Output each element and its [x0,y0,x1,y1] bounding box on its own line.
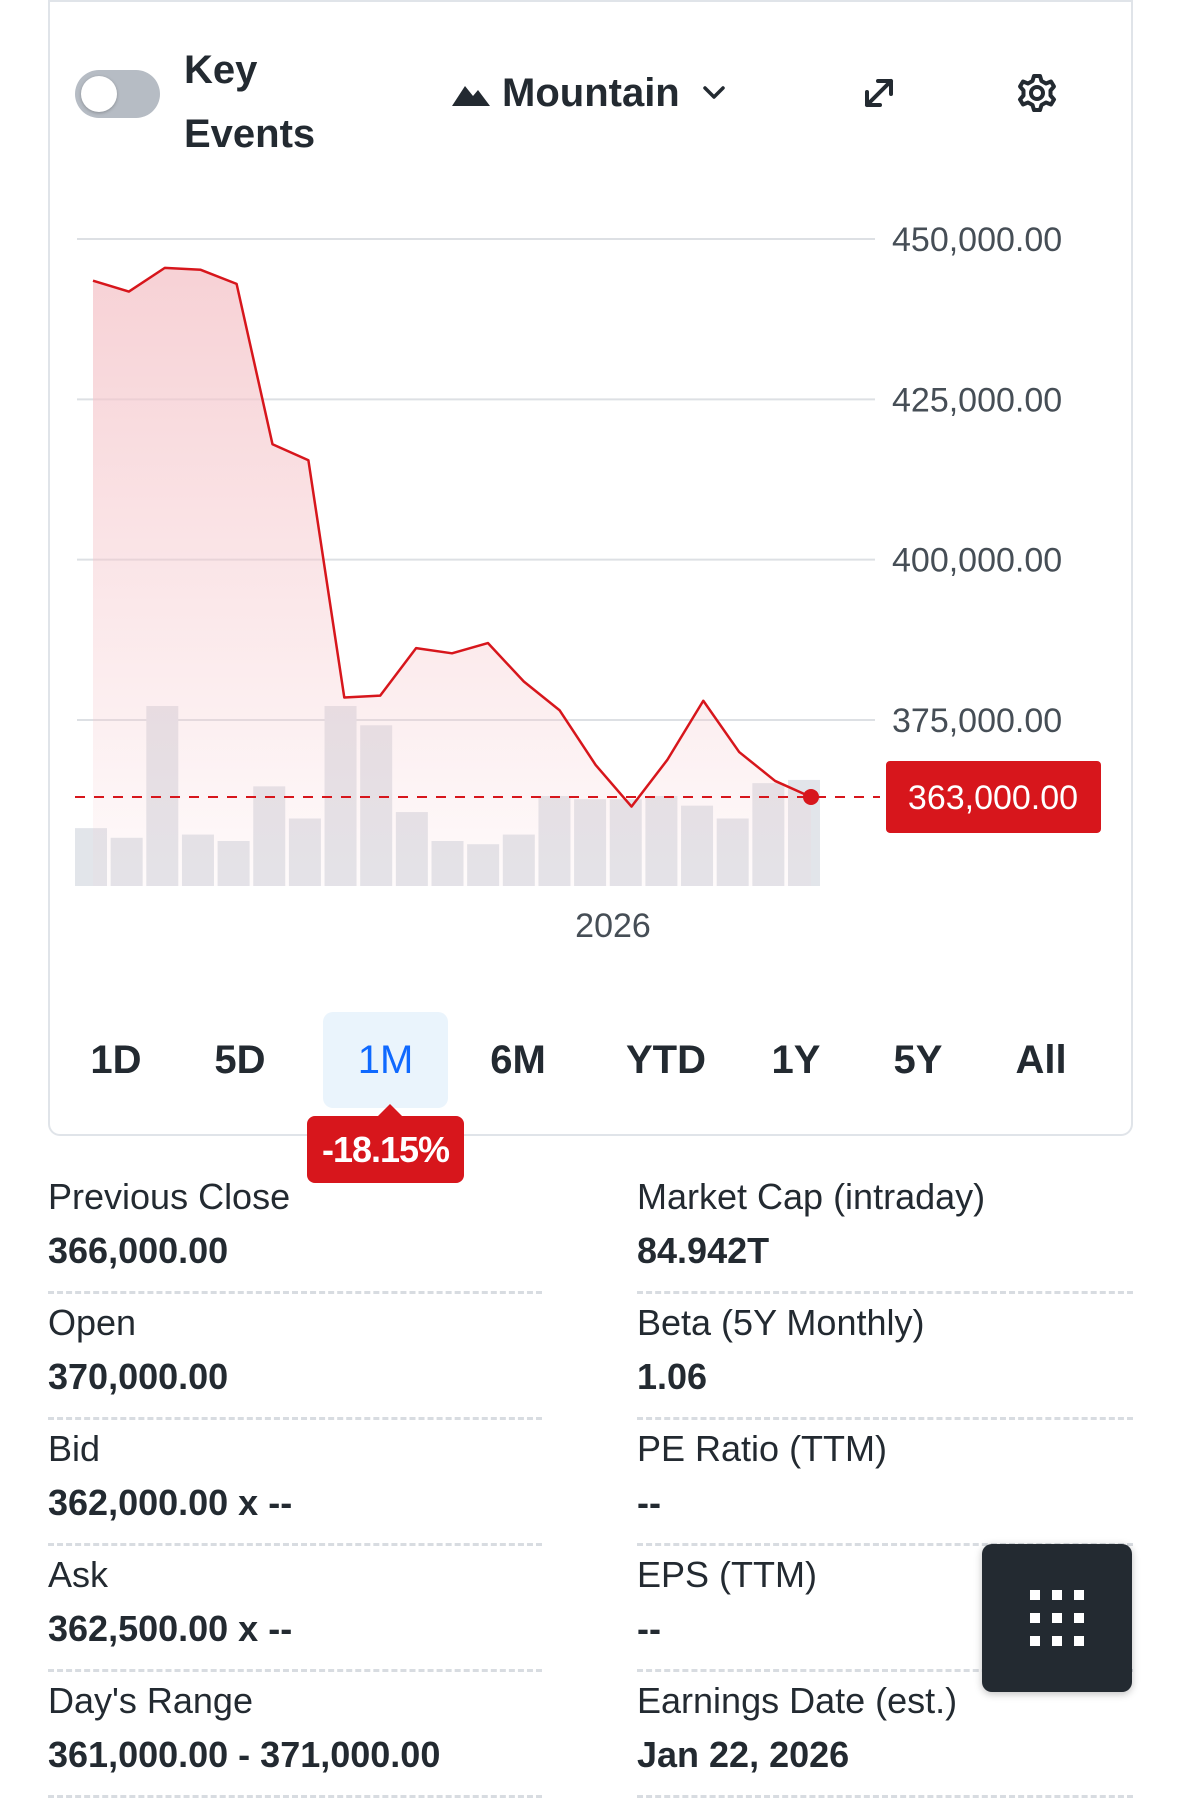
range-ytd[interactable]: YTD [626,1037,706,1082]
price-line [92,266,812,808]
chevron-down-icon [702,86,725,99]
stat-beta: Beta (5Y Monthly) 1.06 [637,1294,1133,1420]
stat-value: 362,000.00 x -- [48,1482,293,1523]
current-price-label: 363,000.00 [908,779,1078,817]
stat-label: Beta (5Y Monthly) [637,1302,925,1343]
key-events-toggle[interactable] [75,70,160,118]
stat-bid: Bid 362,000.00 x -- [48,1420,542,1546]
y-axis-ticks: 450,000.00 425,000.00 400,000.00 375,000.00 [892,221,1062,740]
divider [48,1291,542,1294]
divider [637,1669,1133,1672]
stat-ask: Ask 362,500.00 x -- [48,1546,542,1672]
range-all[interactable]: All [1015,1037,1067,1082]
divider [48,1543,542,1546]
y-tick-label: 400,000.00 [892,542,1062,580]
chart-type-label: Mountain [502,70,680,115]
settings-button[interactable] [1016,72,1058,114]
stat-label: Day's Range [48,1680,253,1721]
divider [48,1669,542,1672]
divider [637,1795,1133,1798]
stat-market-cap: Market Cap (intraday) 84.942T [637,1168,1133,1294]
current-price-dot [803,788,819,805]
stat-days-range: Day's Range 361,000.00 - 371,000.00 [48,1672,542,1798]
stat-value: 366,000.00 [48,1230,229,1271]
range-1y[interactable]: 1Y [771,1037,821,1082]
price-area [93,267,811,886]
range-5d[interactable]: 5D [214,1037,266,1082]
range-1d[interactable]: 1D [90,1037,142,1082]
divider [48,1417,542,1420]
period-change-badge: -18.15% [307,1104,464,1183]
y-tick-label: 425,000.00 [892,381,1062,419]
divider [637,1417,1133,1420]
stat-value: Jan 22, 2026 [637,1734,850,1775]
gear-icon [1018,74,1056,112]
mountain-icon [452,86,490,106]
stat-label: Ask [48,1554,109,1595]
stat-label: Previous Close [48,1176,291,1217]
toggle-knob [81,76,117,112]
price-chart[interactable]: 450,000.00 425,000.00 400,000.00 375,000.00… [0,0,1179,960]
chart-type-dropdown[interactable]: Mountain [452,68,726,118]
y-tick-label: 375,000.00 [892,702,1062,740]
stat-label: Open [48,1302,137,1343]
stat-eps: EPS (TTM) -- [637,1546,1133,1672]
divider [637,1543,1133,1546]
stat-value: 370,000.00 [48,1356,229,1397]
stat-value: 362,500.00 x -- [48,1608,293,1649]
stat-value: 84.942T [637,1230,770,1271]
range-1m[interactable]: 1M [323,1012,448,1108]
stat-label: Bid [48,1428,101,1469]
chart-card [48,0,1133,1136]
y-tick-label: 450,000.00 [892,221,1062,259]
stat-value: -- [637,1482,661,1523]
stat-open: Open 370,000.00 [48,1294,542,1420]
stat-label: Earnings Date (est.) [637,1680,958,1721]
divider [48,1795,542,1798]
grid-icon [1030,1590,1084,1646]
stat-earnings-date: Earnings Date (est.) Jan 22, 2026 [637,1672,1133,1798]
apps-menu-button[interactable] [982,1544,1132,1692]
range-5y[interactable]: 5Y [893,1037,943,1082]
chart-card-border [48,0,1133,2]
stat-value: -- [637,1608,661,1649]
range-selector: 1D 5D 1M 6M YTD 1Y 5Y All [48,1012,1133,1108]
stat-pe-ratio: PE Ratio (TTM) -- [637,1420,1133,1546]
stat-value: 1.06 [637,1356,708,1397]
expand-button[interactable] [858,72,900,114]
stat-label: PE Ratio (TTM) [637,1428,888,1469]
current-price-tag: 363,000.00 [886,760,1101,833]
expand-icon [865,79,893,107]
x-axis-label: 2026 [575,907,651,945]
divider [637,1291,1133,1294]
range-6m[interactable]: 6M [490,1037,546,1082]
stat-label: EPS (TTM) [637,1554,817,1595]
key-events-label: Key Events [184,48,316,156]
stat-value: 361,000.00 - 371,000.00 [48,1734,441,1775]
stat-previous-close: Previous Close 366,000.00 [48,1168,542,1294]
stat-label: Market Cap (intraday) [637,1176,986,1217]
